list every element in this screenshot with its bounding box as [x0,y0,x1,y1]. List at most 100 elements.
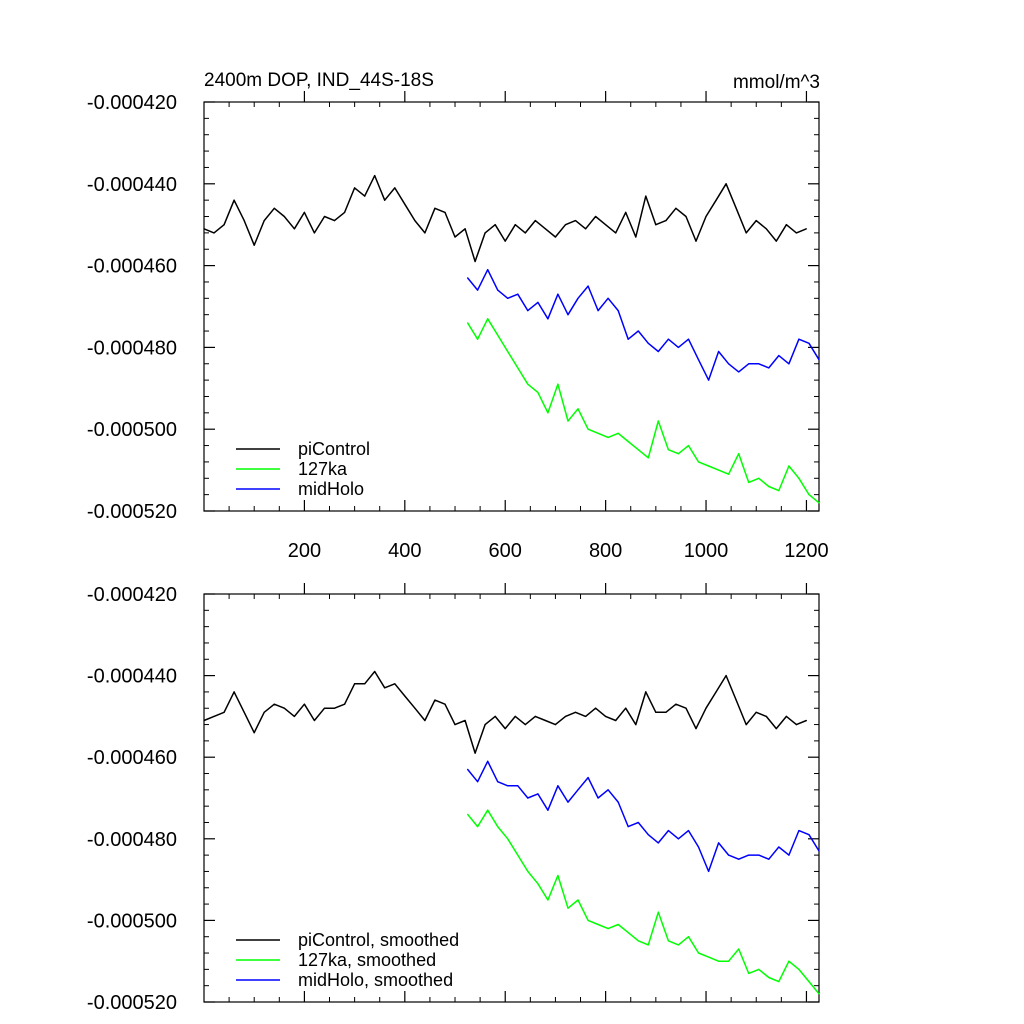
data-point [685,215,687,218]
data-point [547,809,549,811]
data-point [547,412,549,414]
units-label: mmol/m^3 [733,72,820,93]
data-point [293,715,295,718]
data-point [795,232,798,234]
data-point [223,224,225,226]
data-point [808,834,810,836]
data-point [647,457,649,459]
data-point [253,732,255,734]
data-point [708,956,710,958]
data-point [577,789,579,791]
data-point [655,711,657,713]
data-point [657,420,659,422]
plot-frame [203,593,820,1003]
data-point [517,293,519,295]
data-point [557,383,559,385]
data-point [323,707,326,709]
data-point [527,797,529,799]
series-line-1 [467,809,820,995]
data-point [675,207,677,209]
data-point [577,408,579,410]
data-point [384,687,386,689]
data-point [585,715,587,718]
data-point [597,310,599,312]
data-point [677,838,680,840]
data-point [444,211,446,213]
data-point [625,211,627,213]
data-point [527,310,529,312]
data-point [615,232,617,234]
data-point [657,350,659,353]
data-point [607,436,609,438]
legend-label: piControl, smoothed [298,930,459,950]
data-point [687,338,690,340]
data-point [667,830,670,832]
data-point [233,199,235,201]
data-point [768,976,770,979]
data-point [805,719,808,722]
data-point [567,314,569,316]
data-point [303,211,305,213]
data-point [494,715,496,718]
data-point [564,224,567,226]
data-point [587,285,589,287]
data-point [597,923,599,926]
data-point [597,797,599,799]
data-point [637,940,639,942]
y-tick-label: -0.000500 [87,910,177,932]
data-point [467,277,469,279]
data-point [718,960,720,962]
data-point [728,473,730,475]
data-point [738,858,740,860]
data-point [768,485,770,488]
data-point [293,228,295,230]
data-point [585,228,587,230]
data-point [283,707,285,709]
data-point [487,760,489,762]
data-point [497,289,499,291]
data-point [818,359,820,361]
data-point [557,874,559,877]
legend-label: midHolo, smoothed [298,970,453,990]
bottom-panel: -0.000420 -0.000440 -0.000460 -0.000480 -0.0… [87,583,820,1014]
data-point [597,432,599,434]
data-point [708,465,710,467]
data-point [738,453,740,455]
data-point [745,724,747,726]
data-point [404,203,406,205]
data-point [203,719,205,722]
data-point [808,342,810,344]
data-point [567,420,569,422]
data-point [647,944,649,946]
data-point [333,220,336,222]
data-point [818,502,820,504]
data-point [507,838,509,840]
y-tick-label: -0.000460 [87,256,177,278]
data-point [675,703,677,705]
data-point [537,793,539,795]
legend-label: 127ka, smoothed [298,950,436,970]
data-point [434,207,436,209]
data-point [504,240,506,242]
data-point [647,834,649,836]
data-point [718,350,720,353]
data-point [808,494,810,496]
data-point [534,715,536,718]
data-point [514,715,516,718]
data-point [637,821,639,824]
data-point [798,830,800,832]
data-point [748,972,750,975]
data-point [735,699,737,701]
data-point [697,359,700,361]
data-point [354,683,356,685]
y-tick-label: -0.000520 [87,501,177,523]
data-point [647,342,649,344]
data-point [708,379,710,381]
data-point [617,310,619,312]
data-point [607,928,609,930]
data-point [524,724,526,726]
data-point [464,228,466,230]
data-point [474,752,476,754]
data-point [617,432,619,434]
data-point [748,363,750,365]
